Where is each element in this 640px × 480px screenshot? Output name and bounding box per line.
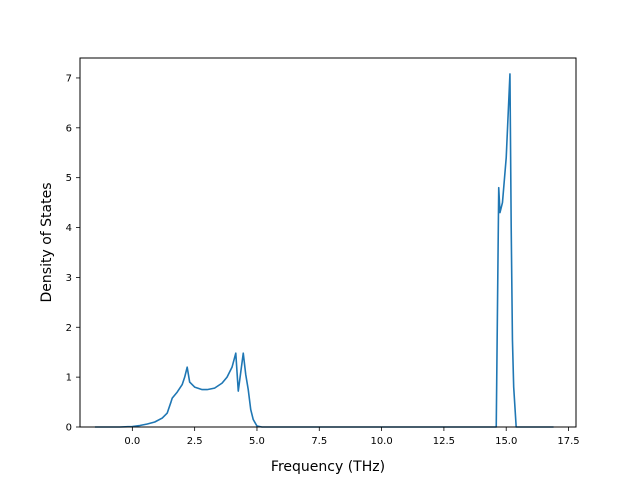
y-tick-label: 1 (66, 373, 72, 384)
x-axis-label: Frequency (THz) (271, 459, 385, 475)
y-axis: 0 1 2 3 4 5 6 7 (66, 73, 80, 434)
plot-area (94, 73, 554, 428)
axes-frame (79, 57, 577, 428)
x-tick-label: 17.5 (557, 436, 579, 447)
y-tick-label: 7 (66, 73, 72, 84)
x-tick-label: 5.0 (249, 436, 265, 447)
y-tick-label: 6 (66, 123, 72, 134)
y-axis-label: Density of States (39, 183, 55, 303)
y-tick-label: 0 (66, 423, 72, 434)
x-tick-label: 7.5 (311, 436, 327, 447)
x-tick-label: 0.0 (124, 436, 140, 447)
y-tick-label: 5 (66, 173, 72, 184)
x-tick-label: 15.0 (495, 436, 517, 447)
x-tick-label: 10.0 (370, 436, 392, 447)
y-tick-label: 3 (66, 273, 72, 284)
x-tick-label: 2.5 (187, 436, 203, 447)
x-axis: 0.0 2.5 5.0 7.5 10.0 12.5 15.0 17.5 (124, 427, 580, 447)
y-tick-label: 4 (66, 223, 72, 234)
x-tick-label: 12.5 (433, 436, 455, 447)
series-line-0 (94, 73, 554, 428)
y-tick-label: 2 (66, 323, 72, 334)
